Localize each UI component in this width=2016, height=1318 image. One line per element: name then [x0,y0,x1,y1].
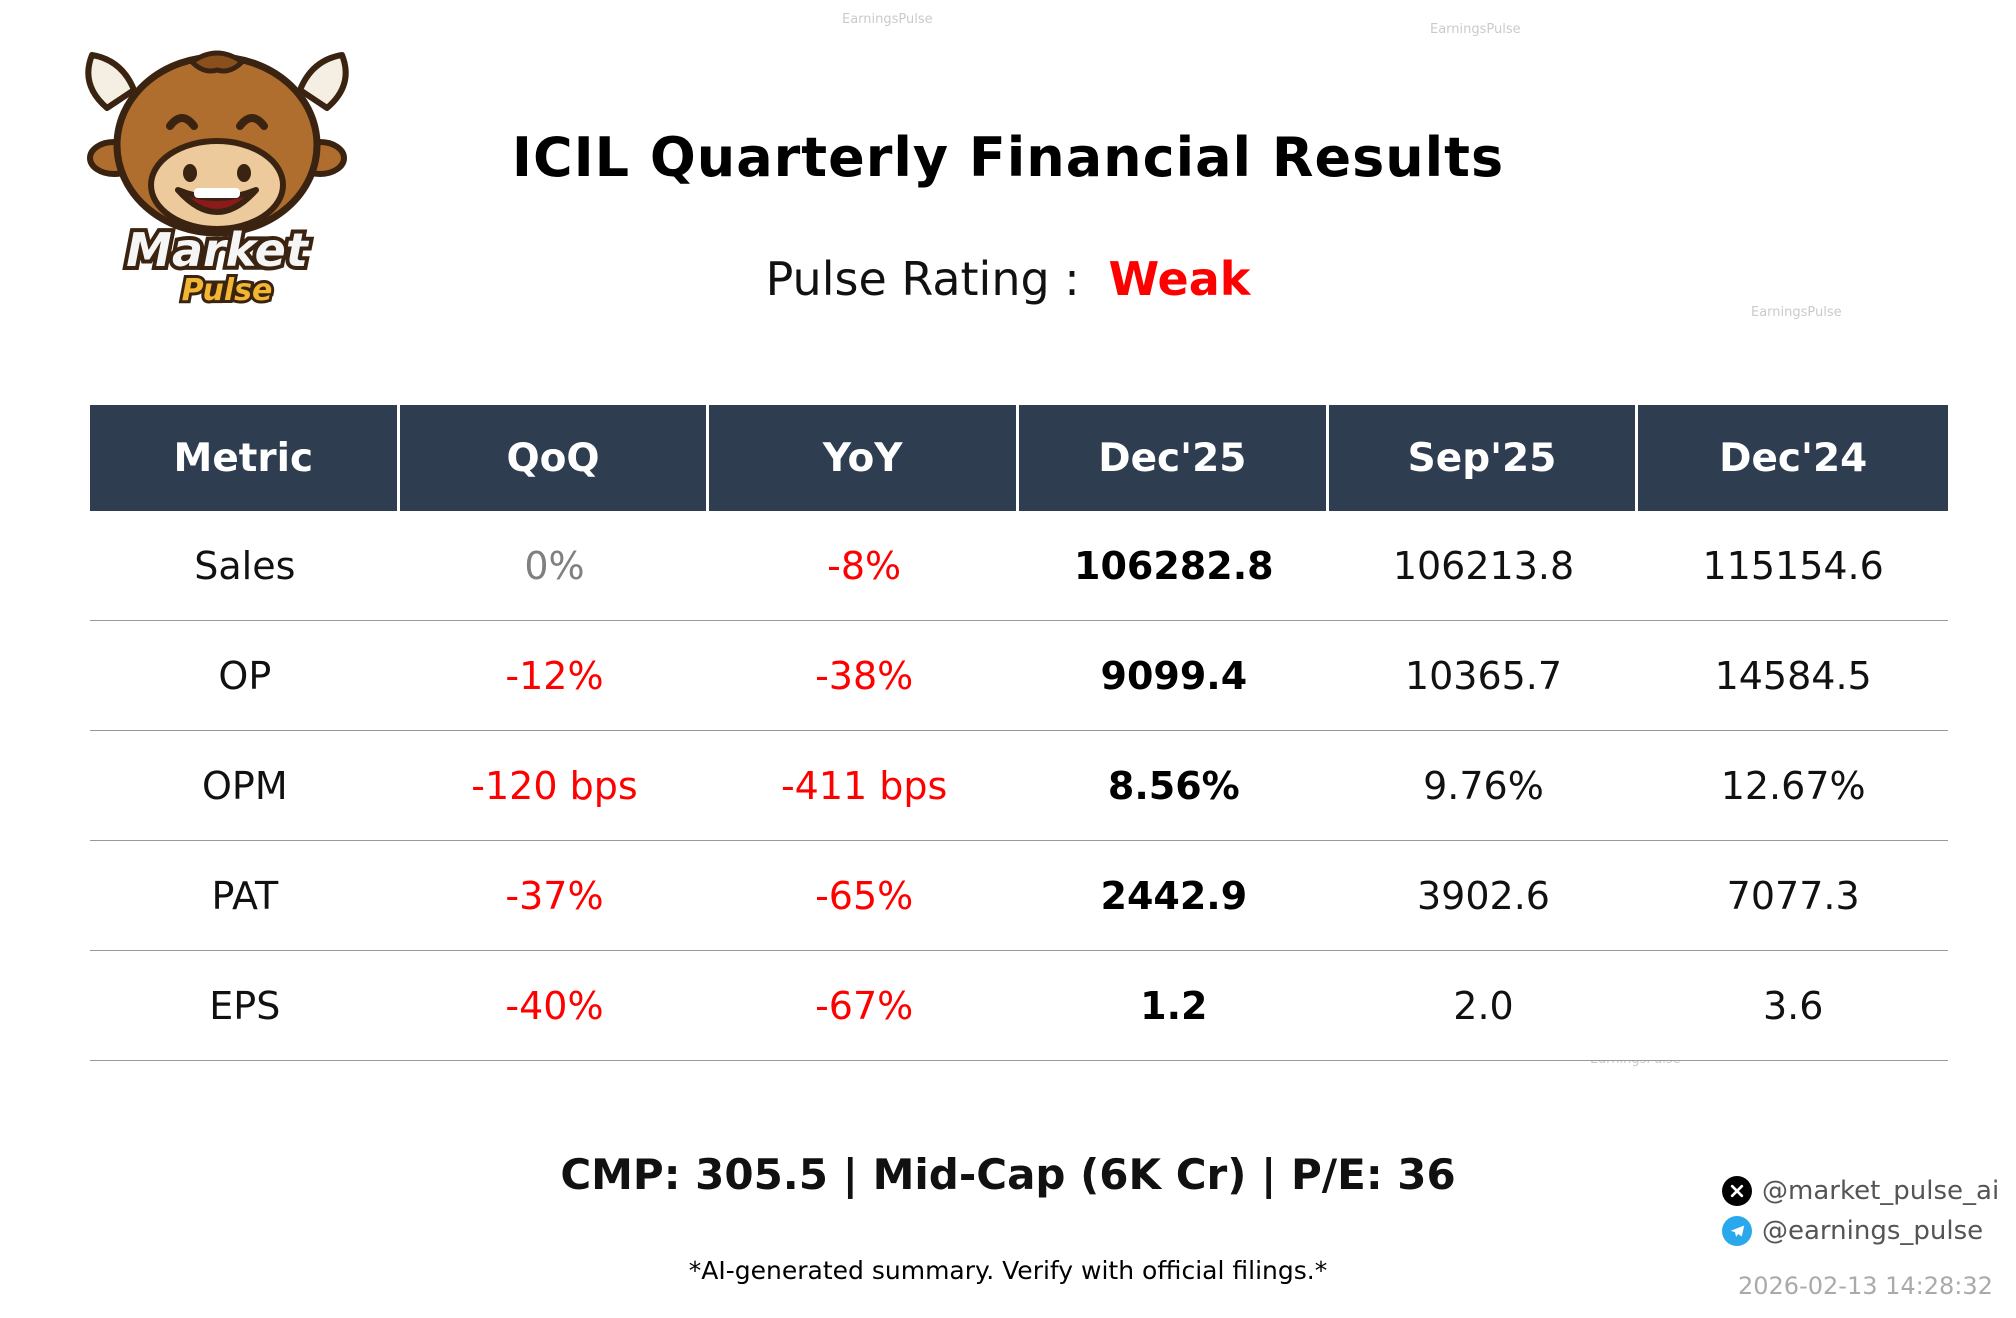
metric-cell: EPS [209,983,281,1028]
yoy-cell: -38% [815,653,914,698]
metric-cell: OP [218,653,272,698]
dec24-cell: 7077.3 [1726,873,1860,918]
sep25-cell: 10365.7 [1404,653,1563,698]
metric-cell: PAT [211,873,279,918]
yoy-cell: -65% [815,873,914,918]
twitter-handle-row[interactable]: @market_pulse_ai [1722,1172,1999,1210]
table-header-row: Metric QoQ YoY Dec'25 Sep'25 Dec'24 [90,405,1948,511]
dec25-cell: 106282.8 [1074,543,1274,588]
pulse-rating-value: Weak [1108,252,1251,306]
dec24-cell: 12.67% [1720,763,1866,808]
disclaimer-text: *AI-generated summary. Verify with offic… [688,1256,1328,1285]
market-pulse-logo: Market Pulse [62,30,372,315]
dec24-cell: 14584.5 [1714,653,1872,698]
table-header-cell: Dec'24 [1719,435,1868,481]
dec25-cell: 2442.9 [1100,873,1248,918]
watermark: EarningsPulse [1430,22,1521,37]
table-row: EPS -40% -67% 1.2 2.0 3.6 [90,951,1948,1061]
sep25-cell: 9.76% [1423,763,1544,808]
qoq-cell: -37% [505,873,604,918]
metric-cell: OPM [202,763,288,808]
pulse-rating-label: Pulse Rating : [765,252,1080,306]
qoq-cell: -12% [505,653,604,698]
timestamp: 2026-02-13 14:28:32 [1738,1272,1993,1300]
summary-line: CMP: 305.5 | Mid-Cap (6K Cr) | P/E: 36 [560,1150,1456,1199]
telegram-handle: @earnings_pulse [1762,1216,1984,1246]
telegram-handle-row[interactable]: @earnings_pulse [1722,1212,1999,1250]
twitter-handle: @market_pulse_ai [1762,1176,2000,1206]
yoy-cell: -8% [827,543,902,588]
dec25-cell: 9099.4 [1100,653,1248,698]
table-header-cell: Metric [90,405,400,511]
table-header-cell: Sep'25 [1329,405,1639,511]
table-row: OP -12% -38% 9099.4 10365.7 14584.5 [90,621,1948,731]
qoq-cell: -120 bps [471,763,638,808]
dec25-cell: 8.56% [1107,763,1240,808]
table-row: Sales 0% -8% 106282.8 106213.8 115154.6 [90,511,1948,621]
qoq-cell: 0% [524,543,585,588]
pulse-rating: Pulse Rating : Weak [0,252,2016,306]
x-icon [1722,1176,1752,1206]
dec24-cell: 115154.6 [1702,543,1884,588]
dec25-cell: 1.2 [1140,983,1208,1028]
qoq-cell: -40% [505,983,604,1028]
yoy-cell: -411 bps [780,763,948,808]
page-title: ICIL Quarterly Financial Results [511,126,1505,189]
table-header-cell: YoY [709,405,1019,511]
metric-cell: Sales [194,543,296,588]
sep25-cell: 2.0 [1453,983,1514,1028]
table-header-cell: Dec'25 [1019,405,1329,511]
yoy-cell: -67% [815,983,914,1028]
bull-mascot-icon: Market Pulse [85,50,349,311]
results-table: Metric QoQ YoY Dec'25 Sep'25 Dec'24 Sale… [90,405,1948,1061]
sep25-cell: 106213.8 [1392,543,1575,588]
table-header-cell: QoQ [400,405,710,511]
logo-text-market: Market [126,223,310,277]
table-row: PAT -37% -65% 2442.9 3902.6 7077.3 [90,841,1948,951]
social-handles: @market_pulse_ai @earnings_pulse [1722,1172,1999,1252]
watermark: EarningsPulse [842,12,933,27]
watermark: EarningsPulse [1751,305,1842,320]
table-row: OPM -120 bps -411 bps 8.56% 9.76% 12.67% [90,731,1948,841]
sep25-cell: 3902.6 [1417,873,1550,918]
logo-text-pulse: Pulse [182,273,273,308]
telegram-icon [1722,1216,1752,1246]
dec24-cell: 3.6 [1762,983,1824,1028]
